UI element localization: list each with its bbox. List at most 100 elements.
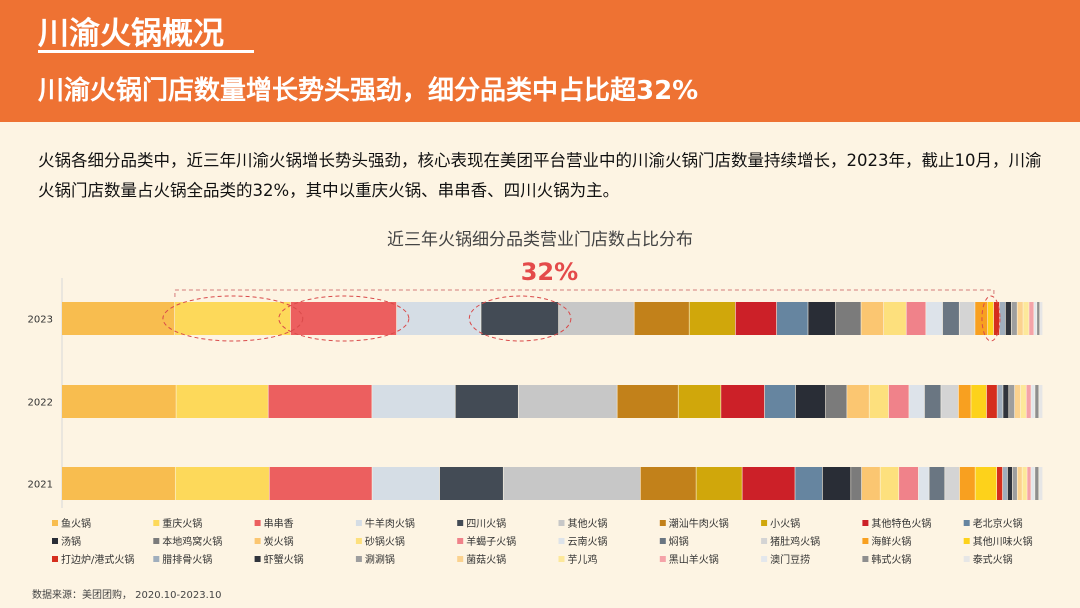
- legend-label: 本地鸡窝火锅: [162, 535, 222, 548]
- legend-label: 猪肚鸡火锅: [770, 535, 820, 548]
- bar-segment: [372, 385, 455, 418]
- legend-label: 韩式火锅: [871, 553, 911, 566]
- legend-label: 汤锅: [61, 535, 81, 548]
- bar-segment: [918, 467, 929, 500]
- bar-segment: [1017, 302, 1023, 335]
- legend-swatch: [254, 520, 261, 526]
- legend-swatch: [355, 520, 362, 526]
- bar-segment: [795, 467, 823, 500]
- bar-segment: [764, 385, 796, 418]
- legend-swatch: [862, 520, 869, 526]
- bar-segment: [975, 467, 997, 500]
- legend-swatch: [659, 520, 666, 526]
- bar-segment: [175, 467, 269, 500]
- bar-segment: [269, 467, 372, 500]
- legend-swatch: [355, 556, 362, 562]
- legend-label: 砂锅火锅: [365, 535, 405, 548]
- bar-segment: [481, 302, 559, 335]
- bar-segment: [1035, 385, 1039, 418]
- bar-segment: [959, 467, 975, 500]
- bar-segment: [1005, 302, 1011, 335]
- legend-label: 潮汕牛肉火锅: [669, 517, 729, 530]
- page-subtitle: 川渝火锅门店数量增长势头强劲，细分品类中占比超32%: [38, 76, 699, 106]
- legend-label: 重庆火锅: [162, 517, 202, 530]
- bar-segment: [880, 467, 899, 500]
- bar-segment: [396, 302, 481, 335]
- category-tick-label: 2023: [28, 315, 53, 326]
- legend-swatch: [761, 538, 768, 544]
- bar-segment: [735, 302, 777, 335]
- bar-segment: [1009, 385, 1015, 418]
- legend-swatch: [153, 556, 160, 562]
- legend-label: 串串香: [264, 518, 294, 530]
- bar-segment: [997, 385, 1003, 418]
- legend-label: 澳门豆捞: [770, 553, 810, 566]
- legend-swatch: [457, 538, 464, 544]
- legend-swatch: [558, 520, 565, 526]
- data-source: 数据来源：美团团购， 2020.10-2023.10: [32, 590, 222, 601]
- legend-label: 焖锅: [669, 536, 689, 548]
- bar-segment: [776, 302, 808, 335]
- description-text: 火锅各细分品类中，近三年川渝火锅增长势头强劲，核心表现在美团平台营业中的川渝火锅…: [38, 151, 1042, 200]
- legend-swatch: [254, 556, 261, 562]
- bar-segment: [1014, 385, 1021, 418]
- bar-segment: [795, 385, 826, 418]
- bar-segment: [1012, 467, 1017, 500]
- bar-segment: [455, 385, 518, 418]
- legend-label: 云南火锅: [568, 535, 608, 548]
- bar-segment: [929, 467, 945, 500]
- highlight-ellipse: [278, 295, 410, 342]
- bar-segment: [847, 385, 869, 418]
- bar-segment: [996, 467, 1003, 500]
- legend-label: 其他川味火锅: [973, 535, 1033, 548]
- bar-segment: [959, 302, 975, 335]
- legend-swatch: [457, 556, 464, 562]
- bar-segment: [1007, 467, 1013, 500]
- bar-segment: [924, 385, 941, 418]
- bar-segment: [696, 467, 742, 500]
- bar-segment: [518, 385, 617, 418]
- legend-label: 涮涮锅: [365, 554, 395, 566]
- bar-segment: [1026, 385, 1031, 418]
- legend-swatch: [52, 556, 58, 562]
- bar-segment: [678, 385, 721, 418]
- legend-swatch: [558, 538, 565, 544]
- legend-label: 老北京火锅: [973, 517, 1023, 530]
- legend-label: 芋儿鸡: [568, 553, 598, 566]
- title-underline: [38, 50, 254, 53]
- annotation-bracket: [174, 289, 995, 297]
- highlight-ellipse: [468, 295, 572, 342]
- bar-segment: [634, 302, 689, 335]
- legend-swatch: [659, 556, 666, 562]
- legend-label: 打边炉/港式火锅: [61, 553, 134, 566]
- bar-segment: [888, 385, 909, 418]
- chart-title: 近三年火锅细分品类营业门店数占比分布: [387, 230, 693, 250]
- legend-label: 泰式火锅: [973, 553, 1013, 566]
- legend-swatch: [153, 520, 160, 526]
- legend-label: 羊蝎子火锅: [466, 535, 516, 548]
- bar-segment: [1039, 467, 1043, 500]
- highlight-ellipse: [162, 295, 304, 342]
- bar-segment: [689, 302, 736, 335]
- legend-label: 海鲜火锅: [871, 535, 911, 548]
- legend-label: 其他特色火锅: [871, 517, 931, 530]
- bar-segment: [1037, 302, 1040, 335]
- legend-swatch: [52, 538, 58, 544]
- category-tick-label: 2021: [28, 480, 53, 491]
- bar-segment: [62, 467, 175, 500]
- bar-segment: [906, 302, 926, 335]
- bar-segment: [1035, 467, 1039, 500]
- bar-segment: [1027, 467, 1031, 500]
- bar-segment: [993, 302, 1000, 335]
- bar-segment: [808, 302, 836, 335]
- bar-segment: [822, 467, 851, 500]
- legend-swatch: [659, 538, 666, 544]
- bar-segment: [1040, 302, 1043, 335]
- bar-segment: [825, 385, 847, 418]
- bar-segment: [1034, 302, 1037, 335]
- legend-label: 虾蟹火锅: [264, 553, 304, 566]
- bar-segment: [971, 385, 987, 418]
- bar-segment: [835, 302, 861, 335]
- legend-label: 黑山羊火锅: [669, 553, 719, 566]
